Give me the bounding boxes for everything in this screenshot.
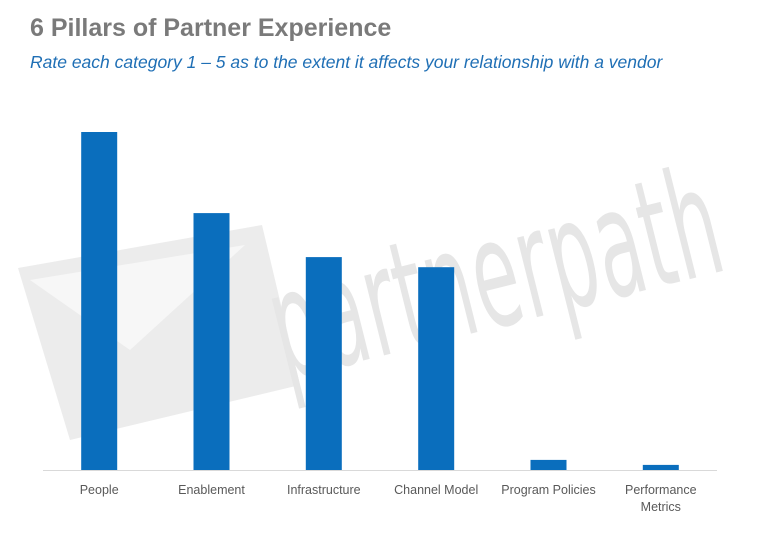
chart-title: 6 Pillars of Partner Experience	[30, 14, 392, 42]
x-tick-label: Channel Model	[394, 483, 478, 497]
x-tick-label: Enablement	[178, 483, 245, 497]
bar-program-policies	[530, 459, 567, 470]
x-tick-label: Infrastructure	[287, 483, 361, 497]
x-tick-label: Performance Metrics	[625, 483, 697, 514]
x-tick-label: Program Policies	[501, 483, 595, 497]
x-tick-labels: People Enablement Infrastructure Channel Mo…	[80, 483, 697, 514]
x-tick-label: People	[80, 483, 119, 497]
bar-performance-metrics	[642, 464, 679, 470]
chart-subtitle: Rate each category 1 – 5 as to the exten…	[30, 52, 663, 72]
bar-enablement	[193, 213, 230, 470]
bar-channel-model	[418, 267, 455, 470]
bar-people	[81, 132, 118, 470]
bars-layer	[81, 132, 679, 470]
bar-infrastructure	[305, 257, 342, 470]
